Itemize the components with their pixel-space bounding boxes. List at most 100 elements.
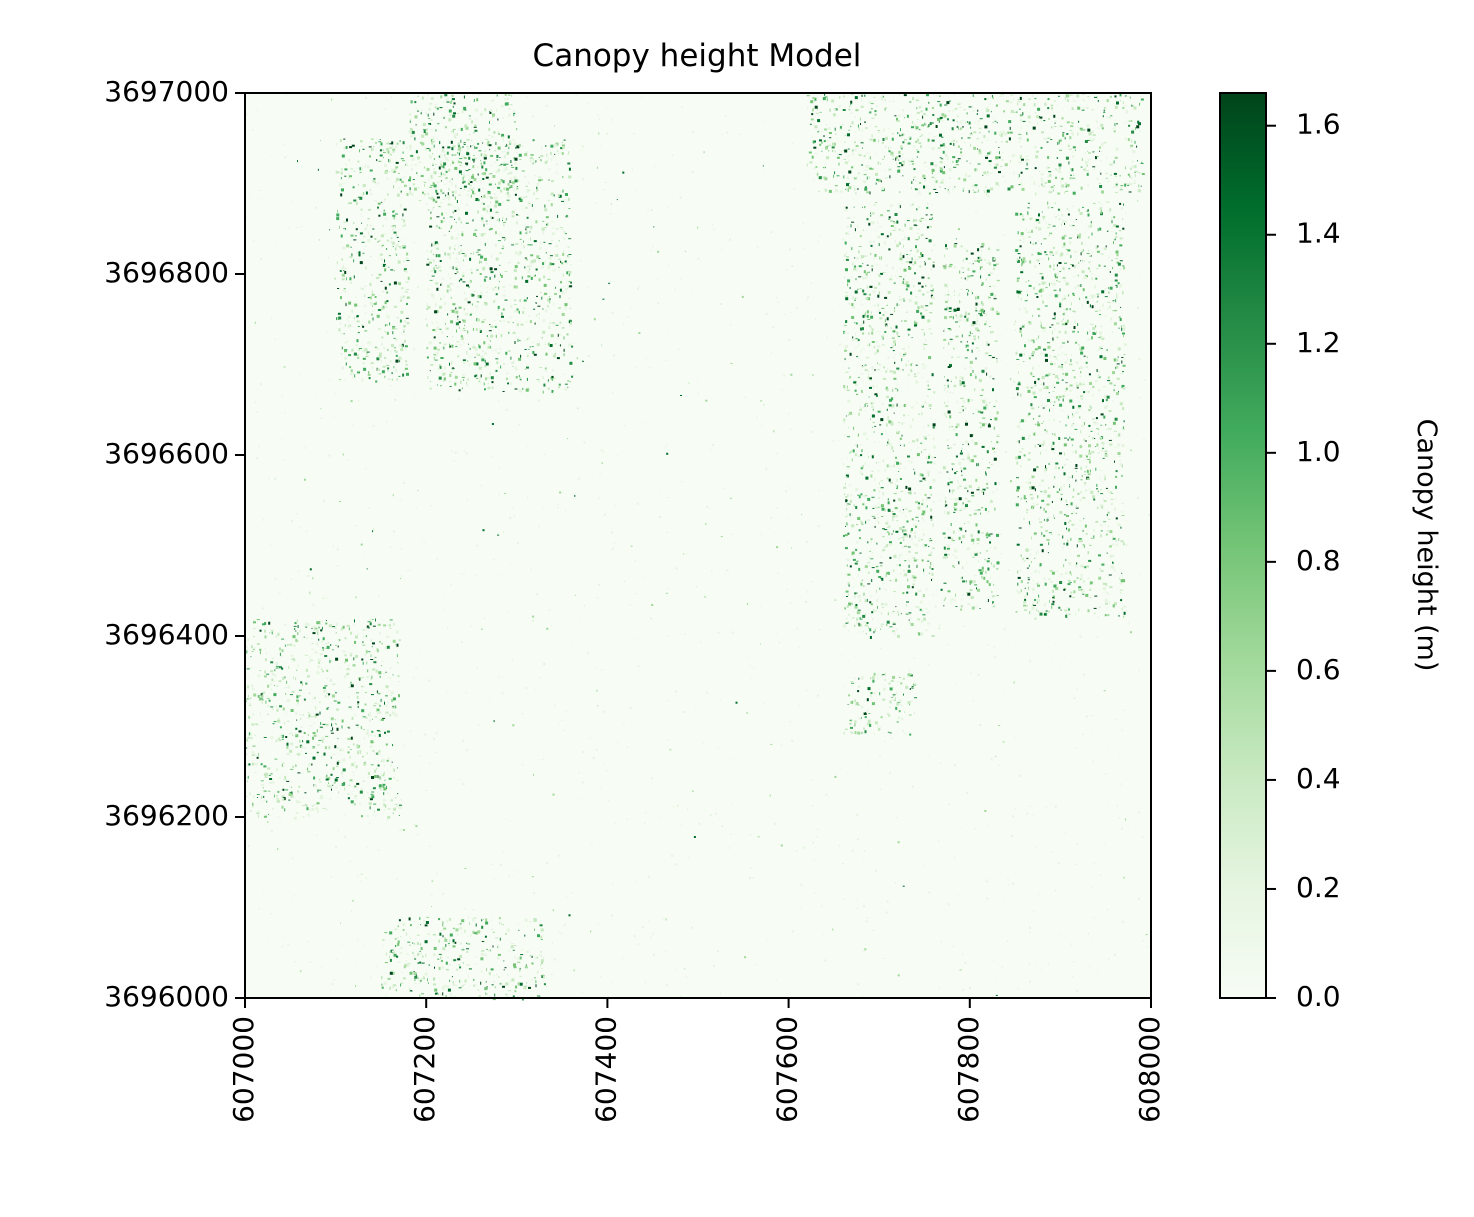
canopy-pixel — [508, 141, 512, 143]
canopy-pixel — [867, 583, 871, 585]
canopy-pixel — [438, 376, 442, 380]
canopy-pixel — [872, 290, 876, 293]
canopy-pixel — [525, 279, 529, 283]
canopy-pixel — [374, 656, 377, 658]
canopy-pixel — [1077, 331, 1079, 333]
canopy-pixel — [1028, 207, 1032, 209]
canopy-pixel — [450, 115, 452, 116]
canopy-pixel — [558, 266, 560, 268]
canopy-pixel — [981, 369, 985, 373]
canopy-pixel — [404, 339, 406, 343]
canopy-pixel — [253, 628, 256, 630]
canopy-pixel — [429, 381, 431, 382]
canopy-pixel — [994, 585, 996, 587]
canopy-pixel — [903, 252, 905, 255]
canopy-pixel — [350, 631, 353, 635]
canopy-pixel — [1053, 404, 1055, 406]
canopy-pixel — [385, 804, 387, 808]
canopy-pixel — [944, 254, 946, 258]
canopy-pixel — [439, 365, 442, 369]
canopy-pixel — [455, 237, 459, 240]
canopy-pixel — [1063, 309, 1066, 311]
canopy-pixel — [1048, 234, 1050, 237]
canopy-pixel — [865, 495, 868, 497]
canopy-pixel — [1080, 466, 1082, 470]
canopy-pixel — [308, 661, 312, 663]
canopy-pixel — [297, 800, 300, 802]
canopy-pixel — [1074, 250, 1078, 253]
canopy-pixel — [449, 386, 452, 387]
canopy-pixel — [906, 520, 909, 523]
canopy-pixel — [906, 601, 909, 603]
canopy-pixel — [900, 444, 901, 446]
canopy-pixel — [1035, 226, 1037, 230]
canopy-pixel — [960, 397, 964, 399]
canopy-pixel — [507, 262, 511, 264]
canopy-pixel — [447, 194, 451, 198]
canopy-pixel — [1096, 331, 1097, 335]
canopy-pixel — [969, 589, 973, 591]
canopy-pixel — [914, 373, 916, 376]
canopy-pixel — [907, 237, 910, 241]
canopy-pixel — [268, 699, 271, 702]
canopy-pixel — [981, 445, 985, 448]
canopy-pixel — [372, 228, 375, 230]
canopy-pixel — [847, 493, 849, 497]
canopy-pixel — [990, 331, 992, 334]
canopy-pixel — [1112, 561, 1114, 564]
canopy-pixel — [977, 509, 981, 511]
canopy-pixel — [1079, 233, 1082, 236]
canopy-pixel — [1078, 589, 1082, 591]
canopy-pixel — [916, 335, 918, 337]
canopy-pixel — [1095, 467, 1097, 471]
canopy-pixel — [290, 709, 294, 712]
canopy-pixel — [926, 505, 928, 508]
canopy-pixel — [479, 260, 480, 264]
canopy-pixel — [1072, 225, 1075, 227]
canopy-pixel — [1049, 264, 1052, 268]
canopy-pixel — [1117, 523, 1121, 527]
canopy-pixel — [392, 326, 395, 330]
canopy-pixel — [393, 270, 395, 272]
canopy-pixel — [886, 572, 890, 575]
canopy-pixel — [1035, 338, 1038, 340]
canopy-pixel — [476, 269, 479, 271]
canopy-pixel — [880, 480, 883, 482]
canopy-pixel — [537, 379, 540, 383]
canopy-pixel — [849, 513, 851, 517]
canopy-pixel — [523, 245, 525, 249]
canopy-pixel — [449, 113, 452, 116]
canopy-pixel — [992, 601, 994, 604]
canopy-pixel — [303, 698, 306, 701]
canopy-pixel — [1109, 286, 1113, 290]
canopy-pixel — [348, 664, 350, 668]
canopy-pixel — [448, 253, 452, 255]
canopy-pixel — [979, 571, 983, 575]
canopy-pixel — [510, 316, 512, 319]
canopy-pixel — [1054, 476, 1056, 479]
canopy-pixel — [921, 363, 925, 366]
canopy-pixel — [359, 348, 362, 349]
canopy-pixel — [544, 292, 548, 295]
canopy-pixel — [1016, 477, 1019, 479]
canopy-pixel — [1086, 356, 1088, 358]
canopy-pixel — [384, 259, 385, 263]
canopy-pixel — [1053, 312, 1056, 316]
canopy-pixel — [398, 241, 400, 242]
canopy-pixel — [446, 336, 448, 338]
canopy-pixel — [475, 198, 476, 200]
canopy-pixel — [503, 161, 506, 164]
canopy-pixel — [509, 284, 512, 286]
canopy-pixel — [846, 476, 848, 479]
canopy-pixel — [1112, 561, 1113, 564]
canopy-pixel — [431, 141, 435, 143]
canopy-pixel — [1084, 566, 1087, 569]
canopy-pixel — [902, 592, 905, 595]
canopy-pixel — [548, 199, 550, 201]
canopy-pixel — [905, 281, 909, 284]
canopy-pixel — [350, 652, 353, 656]
canopy-pixel — [416, 164, 419, 166]
canopy-pixel — [929, 408, 931, 409]
canopy-pixel — [921, 474, 924, 477]
canopy-pixel — [313, 697, 316, 700]
